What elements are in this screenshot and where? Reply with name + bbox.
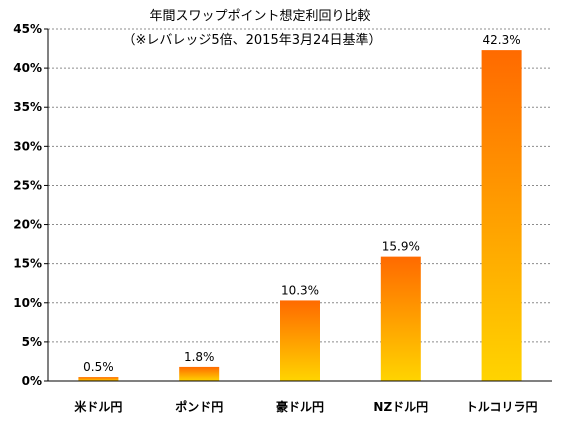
x-axis: 米ドル円 ポンド円 豪ドル円 NZドル円 トルコリラ円 (48, 380, 552, 414)
data-label: 15.9% (382, 240, 420, 254)
category-label: トルコリラ円 (466, 400, 538, 414)
y-axis: 0% 5% 10% 15% 20% 25% 30% 35% 40% 45% (13, 22, 49, 388)
bar (380, 256, 421, 381)
y-tick-label: 15% (13, 257, 42, 271)
y-tick-label: 35% (13, 100, 42, 114)
y-tick-label: 30% (13, 139, 42, 153)
category-label: NZドル円 (373, 400, 428, 414)
y-tick-label: 5% (22, 335, 42, 349)
y-tick-label: 20% (13, 218, 42, 232)
data-label: 10.3% (281, 283, 319, 297)
bar (78, 377, 119, 381)
data-label: 1.8% (184, 350, 215, 364)
bar (481, 50, 522, 382)
chart-subtitle: （※レバレッジ5倍、2015年3月24日基準） (122, 32, 381, 48)
category-label: 米ドル円 (74, 399, 122, 414)
category-label: 豪ドル円 (276, 399, 324, 414)
y-tick-label: 40% (13, 61, 42, 75)
data-label: 42.3% (483, 33, 521, 47)
chart-title: 年間スワップポイント想定利回り比較 (149, 8, 370, 24)
y-tick-label: 10% (13, 296, 42, 310)
y-tick-label: 45% (13, 22, 42, 36)
category-label: ポンド円 (175, 399, 223, 414)
y-tick-label: 25% (13, 178, 42, 192)
data-labels: 0.5% 1.8% 10.3% 15.9% 42.3% (83, 33, 521, 374)
bar (179, 366, 220, 381)
bar (280, 300, 320, 381)
data-label: 0.5% (83, 360, 114, 374)
y-tick-label: 0% (22, 374, 42, 388)
grid-lines (48, 28, 552, 343)
bars (78, 50, 522, 382)
